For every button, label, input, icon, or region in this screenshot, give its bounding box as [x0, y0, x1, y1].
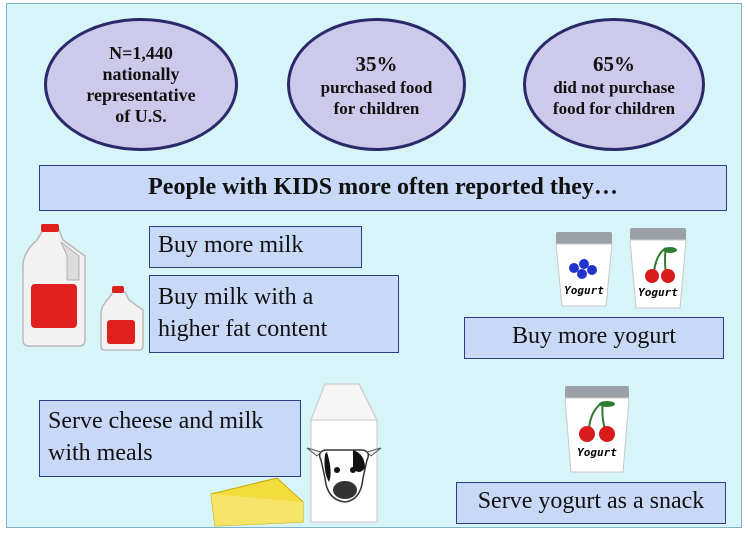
not-purchased-oval: 65% did not purchase food for children — [523, 18, 705, 151]
not-purchased-line: food for children — [552, 98, 676, 118]
banner-heading: People with KIDS more often reported the… — [39, 165, 727, 211]
yogurt-label: Yogurt — [577, 446, 617, 459]
not-purchased-percent: 65% — [593, 51, 635, 76]
sample-size-line: N=1,440 — [109, 42, 173, 63]
purchased-line: for children — [333, 98, 420, 118]
purchased-oval: 35% purchased food for children — [287, 18, 466, 151]
purchased-percent: 35% — [355, 51, 398, 76]
higher-fat-line: Buy milk with a — [158, 284, 314, 310]
higher-fat-line: higher fat content — [158, 316, 328, 342]
serve-cheese-line: Serve cheese and milk — [48, 408, 264, 434]
buy-more-milk-box: Buy more milk — [149, 226, 362, 268]
buy-higher-fat-milk-box: Buy milk with a higher fat content — [149, 275, 399, 353]
not-purchased-line: did not purchase — [553, 77, 675, 97]
serve-yogurt-snack-box: Serve yogurt as a snack — [456, 482, 726, 524]
cherry-yogurt-icon: Yogurt — [629, 228, 687, 309]
cherry-yogurt-icon: Yogurt — [564, 386, 630, 473]
blueberry-yogurt-icon: Yogurt — [555, 232, 613, 307]
buy-more-milk-text: Buy more milk — [158, 232, 304, 258]
yogurt-label: Yogurt — [638, 286, 678, 299]
milk-carton-icon — [306, 383, 382, 523]
purchased-line: purchased food — [320, 77, 433, 97]
serve-cheese-milk-box: Serve cheese and milk with meals — [39, 400, 301, 477]
sample-size-line: of U.S. — [115, 105, 167, 126]
serve-yogurt-text: Serve yogurt as a snack — [477, 488, 705, 514]
sample-size-oval: N=1,440 nationally representative of U.S… — [44, 18, 238, 151]
sample-size-line: nationally — [102, 63, 180, 84]
yogurt-label: Yogurt — [564, 284, 604, 297]
milk-jug-icon — [22, 224, 144, 351]
buy-more-yogurt-box: Buy more yogurt — [464, 317, 724, 359]
cheese-icon — [210, 477, 304, 527]
buy-more-yogurt-text: Buy more yogurt — [512, 323, 676, 349]
infographic-panel: N=1,440 nationally representative of U.S… — [6, 3, 742, 528]
sample-size-line: representative — [86, 84, 196, 105]
serve-cheese-line: with meals — [48, 440, 153, 466]
